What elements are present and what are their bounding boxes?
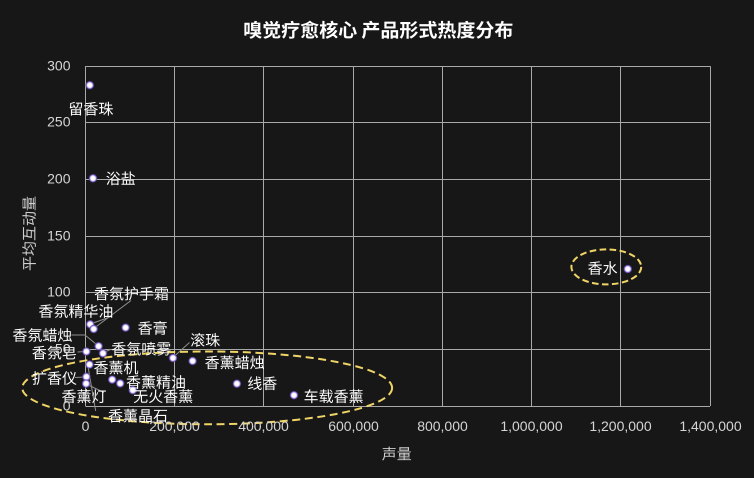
svg-text:150: 150 bbox=[47, 228, 71, 244]
svg-text:1,000,000: 1,000,000 bbox=[500, 418, 562, 434]
svg-text:0: 0 bbox=[63, 398, 71, 414]
svg-text:200: 200 bbox=[47, 171, 71, 187]
svg-text:100: 100 bbox=[47, 284, 71, 300]
svg-text:1,400,000: 1,400,000 bbox=[679, 418, 741, 434]
svg-text:250: 250 bbox=[47, 114, 71, 130]
svg-text:300: 300 bbox=[47, 58, 71, 74]
svg-text:200,000: 200,000 bbox=[149, 418, 200, 434]
svg-text:600,000: 600,000 bbox=[328, 418, 379, 434]
svg-text:400,000: 400,000 bbox=[238, 418, 289, 434]
svg-text:1,200,000: 1,200,000 bbox=[589, 418, 651, 434]
svg-text:0: 0 bbox=[82, 418, 90, 434]
svg-text:50: 50 bbox=[55, 341, 71, 357]
svg-text:800,000: 800,000 bbox=[417, 418, 468, 434]
